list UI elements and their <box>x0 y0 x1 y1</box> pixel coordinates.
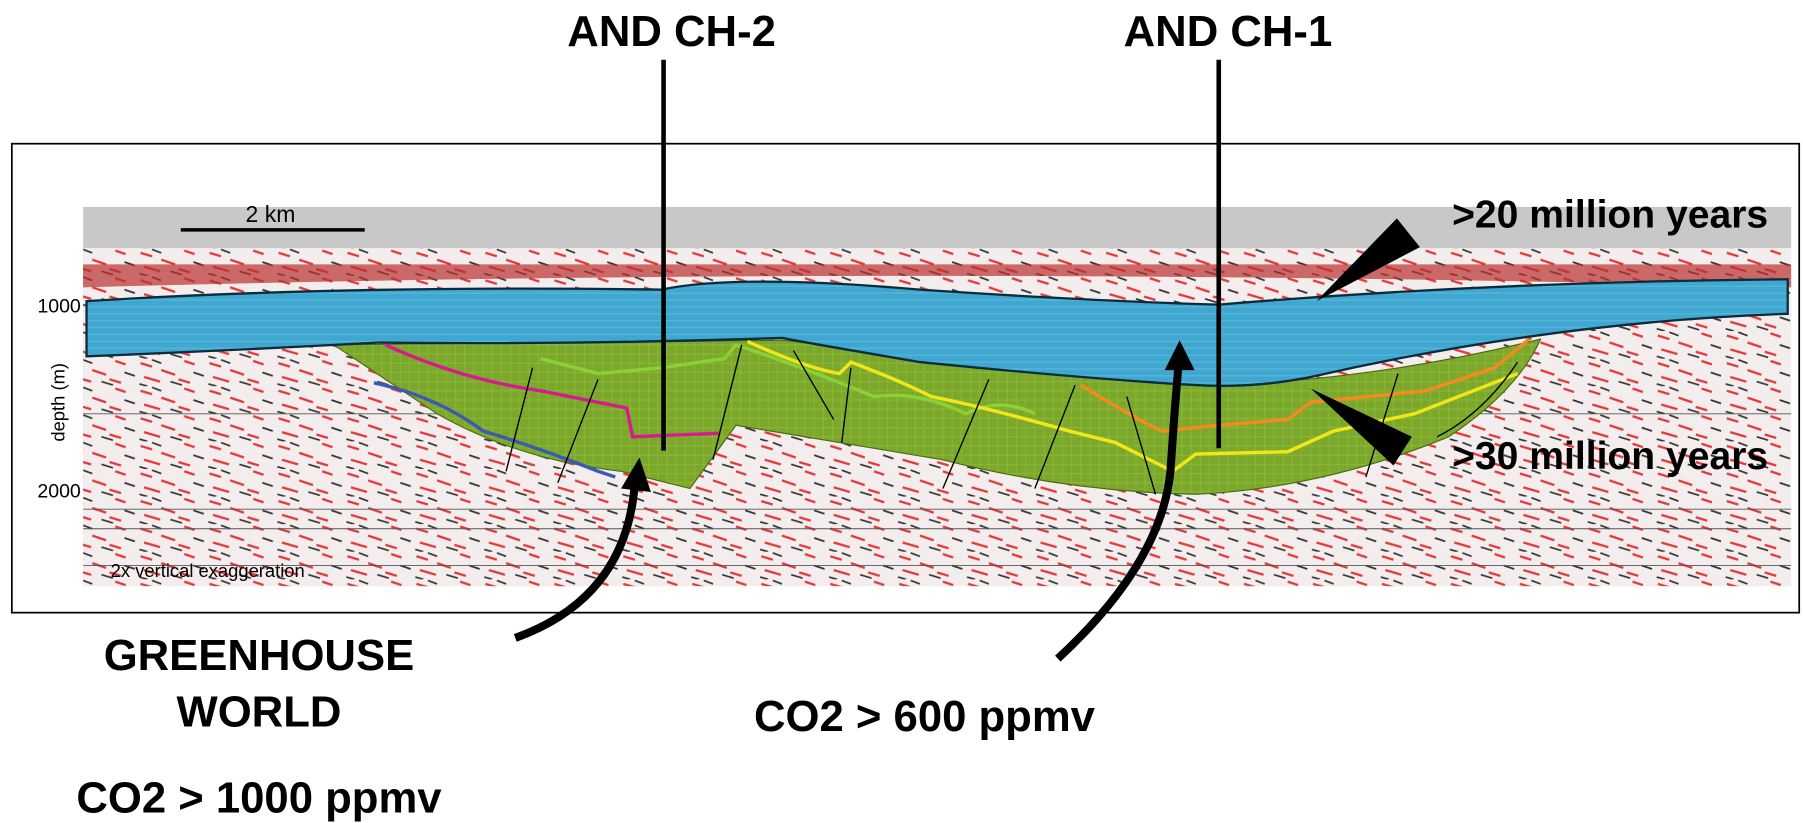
caption: GREENHOUSE <box>104 631 415 680</box>
age-label: >30 million years <box>1452 435 1768 478</box>
exaggeration-note: 2x vertical exaggeration <box>111 560 305 581</box>
depth-axis-label: depth (m) <box>48 363 69 442</box>
caption: WORLD <box>177 687 342 736</box>
depth-tick: 2000 <box>37 481 81 503</box>
arrow <box>1055 365 1183 662</box>
pointer <box>1310 388 1412 466</box>
header-band <box>83 206 1792 249</box>
horizons <box>373 337 1531 479</box>
scale-label: 2 km <box>246 201 296 227</box>
caption: CO2 > 600 ppmv <box>754 692 1096 741</box>
depth-tick: 1000 <box>37 296 81 318</box>
well-label: AND CH-2 <box>567 7 776 56</box>
arrowhead <box>1164 340 1195 371</box>
age-label: >20 million years <box>1452 194 1768 237</box>
caption: CO2 > 1000 ppmv <box>76 774 442 823</box>
icehouse-strata <box>85 278 1789 387</box>
arrowhead <box>621 457 651 492</box>
well-label: AND CH-1 <box>1124 7 1333 56</box>
pointer <box>1316 218 1420 302</box>
arrow <box>513 482 639 642</box>
